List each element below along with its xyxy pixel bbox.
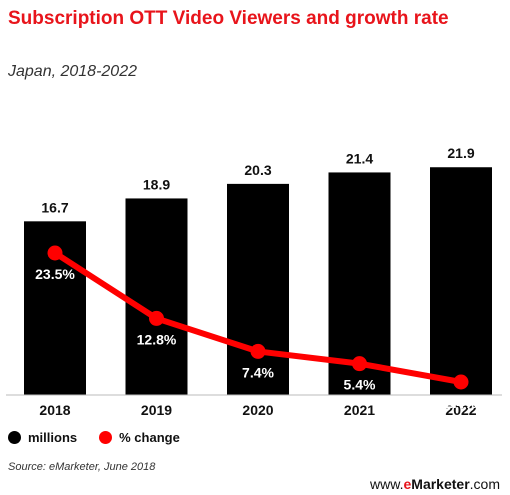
bar-value-label-2019: 18.9 (143, 176, 170, 192)
growth-label-2022: 2.4% (445, 395, 477, 411)
x-tick-label-2018: 2018 (39, 402, 70, 418)
bar-2019 (125, 198, 188, 395)
x-tick-label-2021: 2021 (344, 402, 375, 418)
bar-value-label-2020: 20.3 (244, 162, 271, 178)
x-tick-label-2022: 2022 (445, 402, 476, 418)
chart-title: Subscription OTT Video Viewers and growt… (8, 8, 449, 29)
brand-logo: www.eMarketer.com (370, 476, 500, 492)
bar-2020 (227, 183, 289, 395)
growth-point-2022 (453, 374, 469, 390)
growth-point-2021 (352, 356, 367, 372)
legend-item-change: % change (99, 430, 180, 445)
brand-name: Marketer (411, 476, 470, 492)
growth-label-2020: 7.4% (242, 364, 274, 380)
growth-point-2019 (149, 310, 164, 326)
source-note: Source: eMarketer, June 2018 (8, 461, 156, 473)
growth-label-2018: 23.5% (35, 266, 75, 282)
legend-label-millions: millions (28, 430, 78, 445)
bar-2022 (430, 167, 492, 395)
legend-swatch-change (99, 431, 113, 444)
brand-suffix: .com (469, 476, 500, 492)
legend-item-millions: millions (8, 430, 77, 445)
chart-area: 16.7 2018 18.9 2019 20.3 2020 21.4 2021 21.9 2022… (6, 145, 502, 418)
growth-point-2020 (250, 343, 266, 359)
brand-e: e (403, 476, 412, 492)
legend-swatch-millions (8, 431, 21, 444)
brand-prefix: www. (370, 476, 404, 492)
bar-value-label-2022: 21.9 (447, 145, 474, 161)
chart-subtitle: Japan, 2018-2022 (8, 63, 137, 80)
growth-label-2021: 5.4% (344, 377, 376, 393)
legend-label-change: % change (119, 430, 180, 445)
growth-label-2019: 12.8% (137, 331, 177, 347)
bar-value-label-2021: 21.4 (346, 150, 373, 166)
growth-point-2018 (47, 245, 63, 261)
bar-value-label-2018: 16.7 (41, 199, 68, 215)
x-tick-label-2020: 2020 (242, 402, 273, 418)
legend: millions % change (8, 430, 202, 445)
x-tick-label-2019: 2019 (141, 402, 172, 418)
